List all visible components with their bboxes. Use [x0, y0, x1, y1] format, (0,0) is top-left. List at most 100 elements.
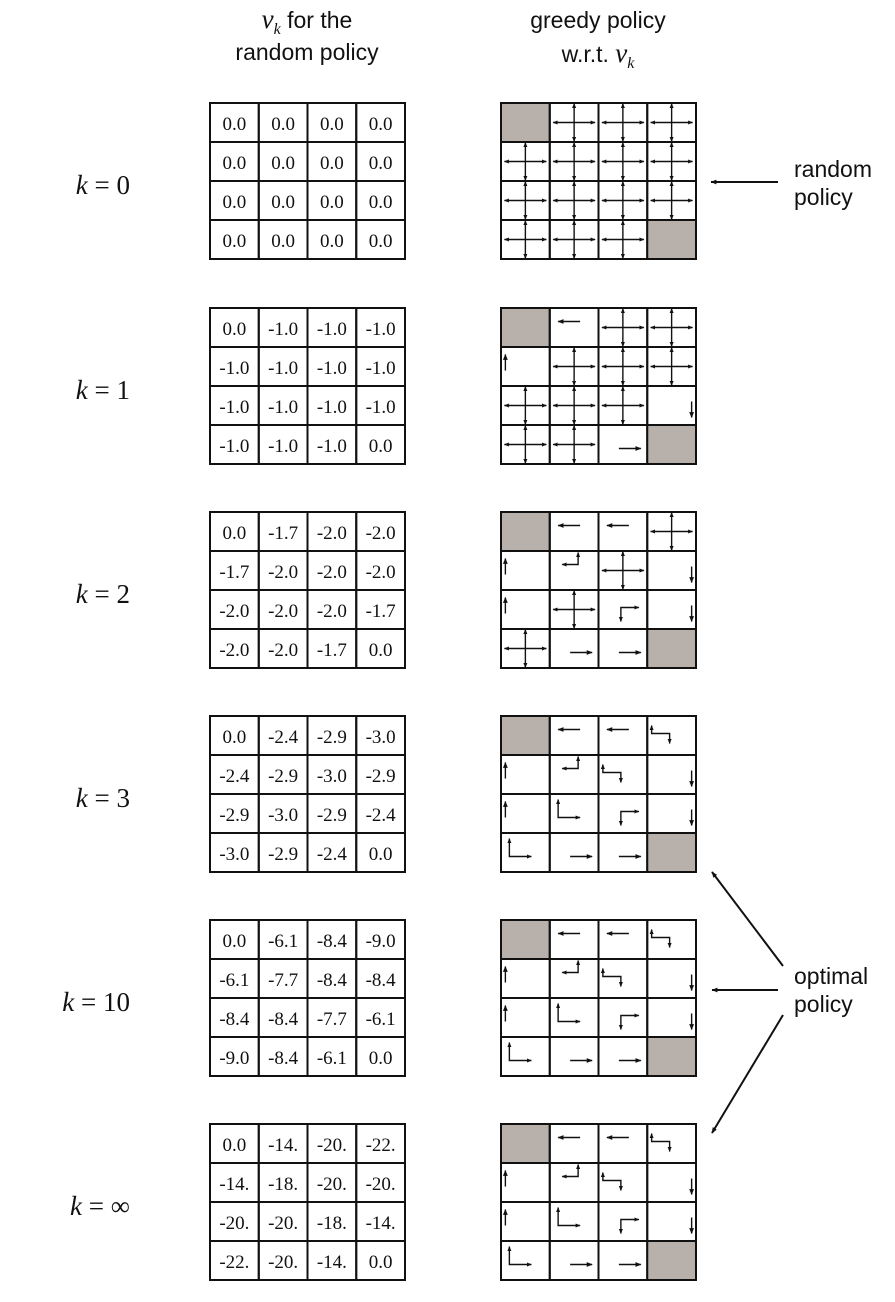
policy-arrow-icon — [552, 103, 596, 142]
policy-arrow-icon — [601, 142, 645, 181]
value-cell-text: 0.0 — [223, 931, 247, 952]
policy-cell — [597, 628, 649, 669]
terminal-cell — [500, 715, 551, 756]
policy-cell — [597, 1123, 649, 1164]
policy-arrow-icon — [552, 142, 596, 181]
value-grid: 0.0 -2.4 -2.9 -3.0-2.4 -2.9 -3.0 -2.9-2.9 -3.0-… — [209, 715, 406, 873]
terminal-cell — [646, 1240, 697, 1281]
value-cell-text: -2.9 — [268, 766, 298, 787]
value-cell-text: 0.0 — [271, 231, 295, 252]
policy-arrow-icon — [503, 220, 547, 259]
value-cell-text: 0.0 — [320, 153, 344, 174]
policy-arrow-icon — [507, 838, 532, 859]
value-cell-text: -1.0 — [219, 436, 249, 457]
value-cell-text: -2.9 — [366, 766, 396, 787]
value-cell-text: -1.0 — [366, 397, 396, 418]
policy-grid — [500, 715, 697, 873]
value-cell-text: -2.0 — [366, 523, 396, 544]
values-header-line1: vk for the — [262, 4, 353, 38]
policy-cell — [500, 1240, 551, 1281]
value-cell-text: 0.0 — [320, 192, 344, 213]
policy-header-line1: greedy policy — [530, 7, 666, 33]
policy-cell — [646, 550, 697, 591]
value-cell-text: -1.0 — [219, 358, 249, 379]
value-cell-text: -2.0 — [219, 640, 249, 661]
policy-arrow-icon — [507, 1042, 532, 1063]
value-cell-text: -1.0 — [317, 397, 347, 418]
policy-cell — [597, 1036, 649, 1077]
k-label: k = ∞ — [70, 1191, 130, 1221]
policy-arrow-icon — [649, 725, 672, 744]
value-cell-text: -6.1 — [366, 1009, 396, 1030]
policy-cell — [548, 1201, 600, 1242]
value-cell-text: -8.4 — [268, 1009, 299, 1030]
policy-arrow-icon — [503, 386, 547, 425]
value-cell-text: 0.0 — [223, 192, 247, 213]
value-cell-text: -2.0 — [268, 562, 298, 583]
value-cell-text: 0.0 — [369, 1048, 393, 1069]
value-cell-text: -1.0 — [317, 358, 347, 379]
value-cell-text: -2.9 — [268, 844, 298, 865]
value-cell-text: -6.1 — [219, 970, 249, 991]
value-cell-text: -2.0 — [317, 601, 347, 622]
policy-cell — [548, 1162, 600, 1203]
policy-cell — [646, 1162, 697, 1203]
value-cell-text: -1.0 — [317, 319, 347, 340]
value-cell-text: -1.0 — [219, 397, 249, 418]
value-cell-text: 0.0 — [369, 640, 393, 661]
value-cell-text: 0.0 — [320, 231, 344, 252]
value-cell-text: -9.0 — [366, 931, 396, 952]
policy-arrow-icon — [601, 386, 645, 425]
terminal-cell — [646, 1036, 697, 1077]
policy-arrow-icon — [561, 960, 581, 975]
value-cell-text: -8.4 — [317, 931, 348, 952]
value-cell-text: 0.0 — [369, 231, 393, 252]
policy-cell — [646, 385, 697, 426]
value-cell-text: -3.0 — [317, 766, 347, 787]
k-row: k = 10 0.0 -6.1 -8.4 -9.0 -6.1 -7.7 -8.4 -8.4 -8.… — [62, 919, 697, 1077]
policy-arrow-icon — [600, 1172, 623, 1191]
value-cell-text: -20. — [317, 1174, 347, 1195]
k-row: k = 00.0 0.0 0.0 0.00.0 0.0 0.0 0.00.0 0.0 0.0 0.… — [76, 102, 697, 260]
policy-arrow-icon — [503, 181, 547, 220]
policy-cell — [646, 793, 697, 834]
value-cell-text: -1.7 — [268, 523, 298, 544]
value-cell-text: 0.0 — [223, 523, 247, 544]
policy-cell — [548, 832, 600, 873]
value-cell-text: 0.0 — [223, 153, 247, 174]
policy-arrow-icon — [552, 425, 596, 464]
policy-cell — [548, 919, 600, 960]
value-cell-text: -2.0 — [366, 562, 396, 583]
policy-arrow-icon — [561, 756, 581, 771]
policy-grid — [500, 511, 697, 669]
value-cell-text: 0.0 — [223, 114, 247, 135]
policy-cell — [548, 307, 600, 348]
policy-arrow-icon — [556, 1207, 581, 1228]
policy-grid — [500, 307, 697, 465]
random-policy-annotation: random policy — [710, 156, 872, 210]
value-cell-text: -3.0 — [366, 727, 396, 748]
random-policy-label-line2: policy — [794, 184, 853, 210]
value-cell-text: -2.0 — [317, 562, 347, 583]
value-cell-text: 0.0 — [320, 114, 344, 135]
policy-cell — [646, 589, 697, 630]
value-cell-text: -14. — [268, 1135, 298, 1156]
k-row: k = 2 0.0 -1.7 -2.0 -2.0 -1.7 -2.0 -2.0 -2.0 -2.0… — [76, 511, 697, 669]
policy-arrow-icon — [618, 809, 640, 826]
value-cell-text: -2.0 — [219, 601, 249, 622]
value-cell-text: 0.0 — [223, 231, 247, 252]
policy-cell — [646, 919, 697, 960]
k-label: k = 1 — [76, 375, 130, 405]
value-cell — [355, 219, 406, 260]
value-cell-text: 0.0 — [223, 727, 247, 748]
value-cell-text: -1.7 — [219, 562, 249, 583]
policy-cell — [500, 793, 551, 834]
policy-arrow-icon — [601, 551, 645, 590]
value-cell-text: 0.0 — [369, 1252, 393, 1273]
value-cell-text: -1.0 — [317, 436, 347, 457]
value-cell-text: -1.0 — [268, 319, 298, 340]
policy-arrow-icon — [600, 968, 623, 987]
value-cell-text: -20. — [317, 1135, 347, 1156]
value-cell-text: -20. — [268, 1213, 298, 1234]
